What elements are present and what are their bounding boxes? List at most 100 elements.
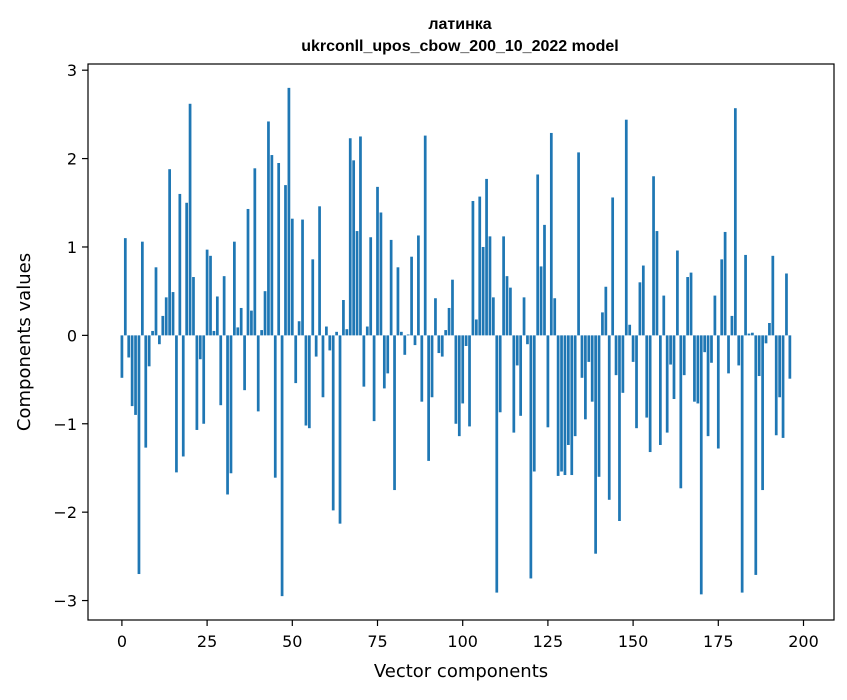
bar-73 — [369, 237, 373, 336]
x-tick-label: 150 — [618, 632, 649, 651]
bar-157 — [655, 231, 659, 336]
bar-190 — [768, 323, 771, 336]
bar-28 — [215, 296, 219, 336]
bar-19 — [185, 202, 189, 336]
bar-121 — [532, 335, 536, 472]
bar-129 — [560, 335, 563, 472]
bar-35 — [239, 307, 243, 336]
bar-135 — [580, 335, 584, 378]
bar-165 — [682, 335, 686, 376]
bar-175 — [716, 335, 720, 449]
x-tick-label: 0 — [117, 632, 127, 651]
bar-32 — [229, 335, 233, 474]
bar-161 — [669, 335, 672, 365]
bar-34 — [236, 327, 240, 336]
bar-193 — [778, 335, 782, 398]
bar-7 — [144, 335, 148, 448]
bar-119 — [526, 335, 529, 345]
plot-frame — [87, 63, 835, 621]
bar-116 — [515, 335, 519, 366]
bar-76 — [379, 212, 383, 336]
bar-158 — [659, 335, 662, 445]
bar-176 — [720, 259, 724, 336]
x-tick-label: 100 — [447, 632, 478, 651]
bar-24 — [202, 335, 206, 424]
bar-137 — [587, 335, 591, 362]
bar-183 — [744, 254, 747, 336]
bar-60 — [325, 326, 328, 336]
bar-152 — [638, 282, 642, 336]
bar-142 — [604, 286, 608, 336]
bar-85 — [410, 256, 413, 336]
bar-151 — [635, 335, 638, 429]
bar-178 — [727, 335, 730, 374]
x-axis-label: Vector components — [374, 661, 548, 682]
bar-144 — [611, 197, 615, 336]
bar-14 — [168, 169, 171, 336]
bar-145 — [614, 335, 618, 376]
bar-196 — [788, 335, 792, 379]
bar-29 — [219, 335, 223, 406]
bar-138 — [590, 335, 594, 402]
bar-155 — [648, 335, 652, 453]
bar-70 — [359, 136, 362, 336]
x-tick-label: 125 — [533, 632, 564, 651]
bar-112 — [502, 236, 505, 336]
bar-49 — [287, 87, 291, 336]
bar-4 — [134, 335, 137, 415]
bar-16 — [175, 335, 178, 473]
bar-55 — [307, 335, 311, 429]
bar-0 — [120, 335, 124, 378]
bar-11 — [158, 335, 161, 345]
bar-93 — [437, 335, 441, 354]
bar-186 — [754, 335, 758, 575]
bar-153 — [641, 265, 645, 336]
bar-114 — [509, 287, 512, 336]
y-tick-label: −3 — [53, 592, 77, 611]
bar-141 — [601, 312, 604, 336]
bar-72 — [365, 326, 369, 336]
bar-180 — [733, 108, 737, 336]
bar-91 — [430, 335, 434, 398]
bar-46 — [277, 163, 281, 336]
bar-71 — [362, 335, 366, 387]
bar-170 — [699, 335, 703, 595]
bar-57 — [314, 335, 318, 357]
bar-86 — [413, 335, 417, 346]
y-tick-label: 3 — [67, 61, 77, 80]
bar-2 — [127, 335, 131, 358]
bar-87 — [417, 235, 420, 336]
bar-123 — [539, 266, 543, 336]
bar-88 — [420, 335, 424, 402]
bar-143 — [607, 335, 611, 500]
chart-title-line-1: латинка — [428, 16, 491, 33]
bar-125 — [546, 335, 550, 428]
bar-3 — [130, 335, 134, 407]
bar-53 — [301, 219, 304, 336]
bar-20 — [188, 103, 192, 336]
bar-94 — [440, 335, 444, 357]
bar-132 — [570, 335, 574, 476]
bar-64 — [338, 335, 342, 524]
bar-117 — [519, 335, 523, 416]
x-tick-label: 75 — [367, 632, 387, 651]
bar-22 — [195, 335, 199, 430]
bar-101 — [464, 335, 468, 346]
bar-13 — [164, 297, 168, 336]
bar-69 — [355, 231, 359, 336]
bar-130 — [563, 335, 567, 476]
bar-134 — [577, 152, 580, 336]
bar-194 — [781, 335, 785, 438]
bar-171 — [703, 335, 707, 353]
bar-173 — [710, 335, 713, 363]
bar-31 — [226, 335, 229, 495]
bar-195 — [785, 273, 788, 336]
bar-102 — [468, 335, 471, 427]
x-tick-label: 50 — [282, 632, 302, 651]
bar-25 — [205, 249, 209, 336]
bar-136 — [584, 335, 587, 420]
bar-54 — [304, 335, 308, 426]
bar-26 — [209, 255, 212, 336]
bar-164 — [679, 335, 683, 489]
